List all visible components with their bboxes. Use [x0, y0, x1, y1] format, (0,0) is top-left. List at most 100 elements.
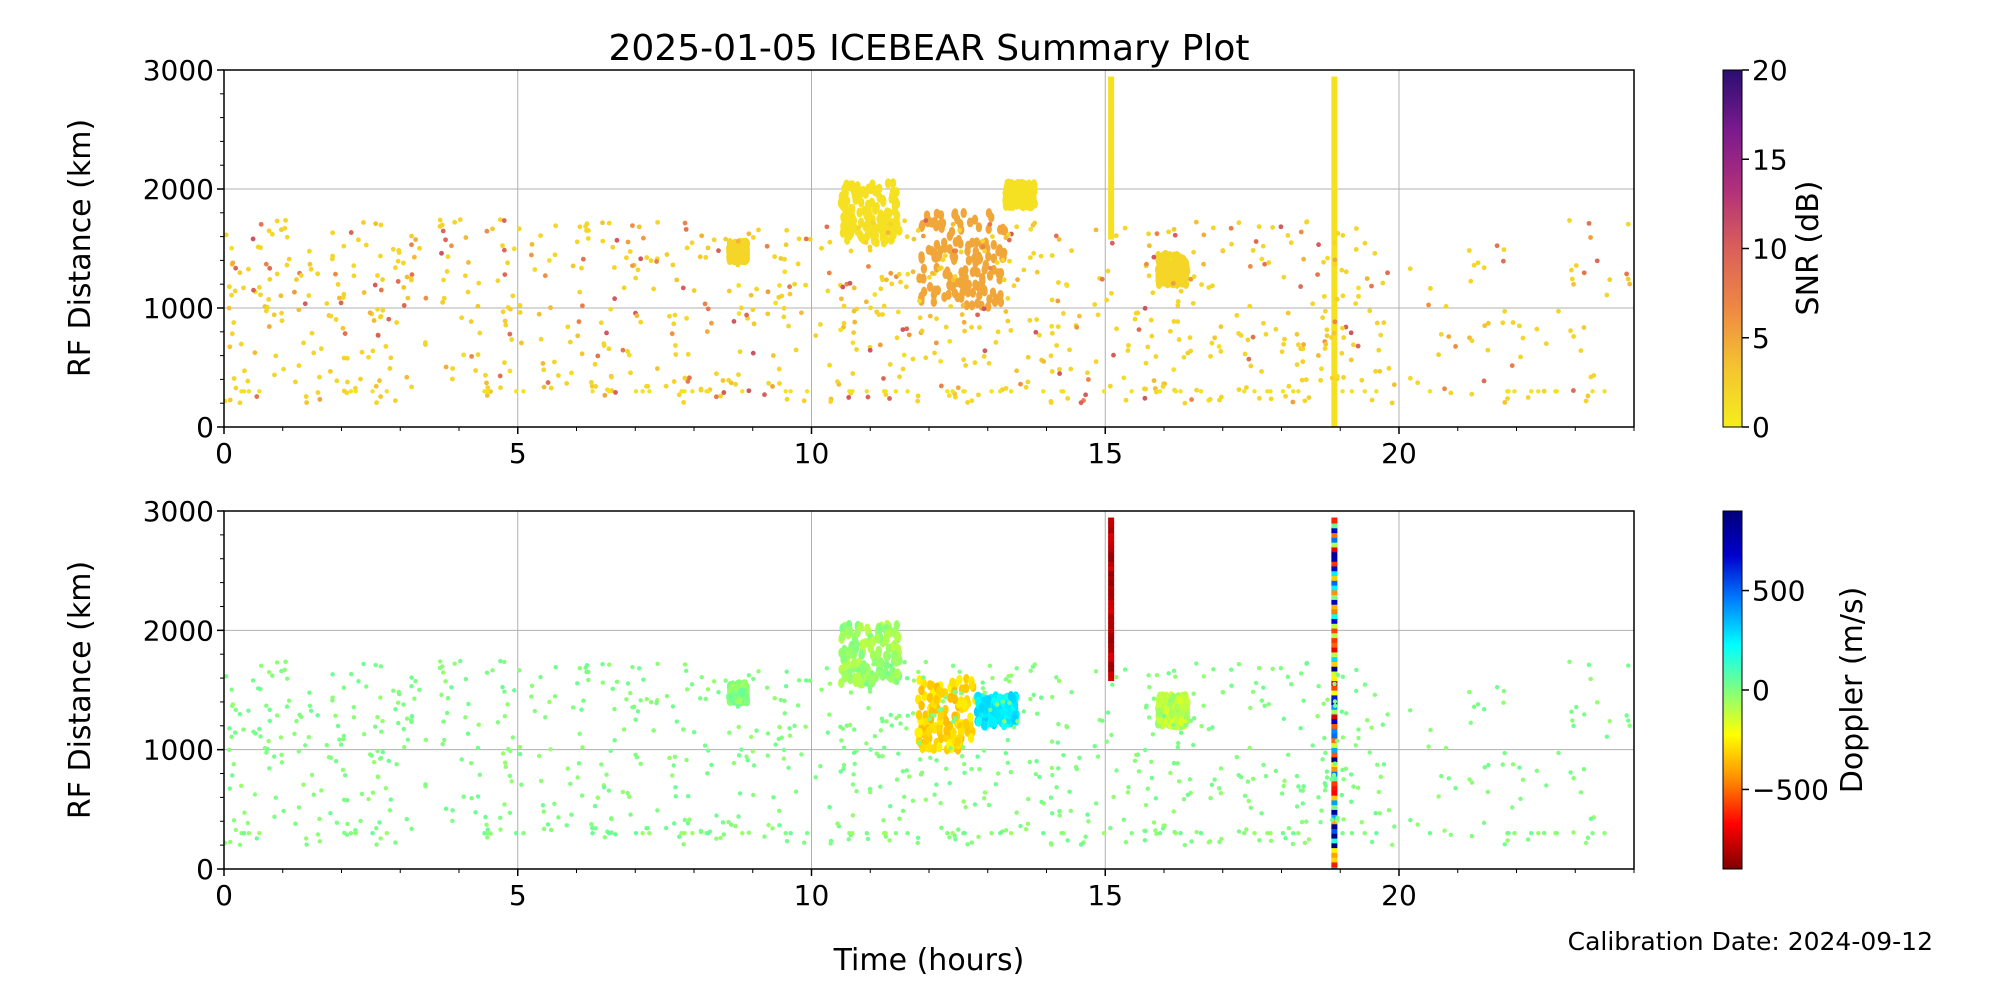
- bottom-scatter-point: [1627, 723, 1632, 728]
- bottom-band-point: [1331, 603, 1338, 610]
- top-scatter-point: [449, 376, 455, 382]
- top-scatter-point: [1300, 346, 1306, 352]
- top-cluster-point: [1025, 187, 1032, 198]
- top-scatter-point: [518, 340, 524, 346]
- top-scatter-point: [624, 255, 629, 261]
- bottom-scatter-point: [888, 804, 893, 809]
- bottom-scatter-point: [718, 835, 723, 841]
- top-scatter-point: [409, 233, 414, 239]
- top-cluster-point: [950, 255, 958, 266]
- top-scatter-point: [1299, 377, 1305, 383]
- top-scatter-point: [1329, 375, 1335, 381]
- top-gate-point: [1242, 389, 1247, 394]
- bottom-scatter-point: [279, 668, 284, 674]
- bottom-cluster-point: [988, 717, 995, 728]
- top-gate-point: [788, 389, 793, 394]
- top-scatter-point: [1443, 304, 1449, 309]
- top-scatter-point: [505, 260, 510, 266]
- bottom-scatter-point: [468, 761, 474, 766]
- top-scatter-point: [351, 273, 357, 279]
- top-scatter-point: [905, 271, 911, 277]
- bottom-scatter-point: [894, 716, 899, 721]
- bottom-band-point: [1331, 718, 1338, 725]
- top-band-point: [1331, 338, 1338, 345]
- bottom-scatter-point: [620, 789, 626, 795]
- top-scatter-point: [1485, 320, 1491, 326]
- top-scatter-point: [1123, 397, 1129, 403]
- bottom-scatter-point: [1171, 809, 1176, 814]
- top-scatter-point: [1037, 332, 1042, 338]
- top-band-point: [1331, 143, 1338, 150]
- bottom-scatter-point: [841, 745, 847, 750]
- top-scatter-point: [898, 279, 903, 285]
- top-scatter-point: [744, 312, 749, 318]
- bottom-scatter-point: [592, 803, 598, 809]
- top-scatter-point: [293, 379, 298, 385]
- bottom-cluster-point: [874, 633, 881, 644]
- bottom-gate-point: [1427, 831, 1433, 836]
- bottom-scatter-point: [476, 722, 481, 727]
- bottom-scatter-point: [538, 778, 544, 784]
- top-cluster-point: [940, 237, 948, 248]
- bottom-scatter-point: [231, 818, 237, 823]
- bottom-cluster-point: [927, 680, 934, 691]
- top-scatter-point: [950, 277, 956, 283]
- bottom-scatter-point: [771, 795, 776, 800]
- top-scatter-point: [1161, 271, 1167, 277]
- top-gate-point: [514, 389, 519, 394]
- top-band-point: [1331, 424, 1338, 427]
- top-scatter-point: [580, 256, 586, 262]
- bottom-scatter-point: [630, 705, 635, 710]
- top-scatter-point: [1339, 350, 1345, 356]
- top-scatter-point: [377, 253, 383, 259]
- top-scatter-point: [698, 386, 704, 392]
- bottom-scatter-point: [570, 705, 576, 710]
- top-scatter-point: [746, 231, 752, 237]
- bottom-band-point: [1331, 651, 1338, 658]
- top-band-point: [1331, 419, 1338, 426]
- bottom-cluster-point: [842, 671, 850, 682]
- top-scatter-point: [1378, 332, 1384, 338]
- top-scatter-point: [1049, 323, 1055, 329]
- top-scatter-point: [872, 292, 878, 297]
- bottom-scatter-point: [1218, 790, 1224, 796]
- bottom-scatter-point: [731, 760, 737, 766]
- top-cluster-point: [839, 227, 847, 238]
- bottom-scatter-point: [1298, 725, 1303, 731]
- top-cluster-point: [939, 218, 947, 229]
- snr-colorbar-tick-label: 20: [1752, 54, 1788, 87]
- bottom-cluster-point: [858, 649, 865, 660]
- top-scatter-point: [1154, 231, 1160, 237]
- top-gate-point: [1265, 389, 1270, 394]
- top-scatter-point: [1332, 257, 1338, 263]
- bottom-gate-point: [514, 831, 519, 836]
- top-scatter-point: [911, 236, 917, 242]
- bottom-scatter-point: [951, 719, 956, 724]
- top-scatter-point: [579, 351, 585, 357]
- top-cluster-point: [995, 246, 1002, 257]
- top-cluster-point: [992, 293, 1000, 304]
- top-scatter-point: [1290, 399, 1296, 405]
- bottom-scatter-point: [548, 747, 553, 752]
- bottom-scatter-point: [1500, 762, 1505, 767]
- top-scatter-point: [825, 288, 831, 294]
- top-scatter-point: [947, 338, 953, 344]
- bottom-scatter-point: [409, 713, 415, 719]
- bottom-scatter-point: [981, 748, 987, 753]
- bottom-band-point: [1108, 675, 1115, 682]
- top-band-point: [1108, 81, 1115, 88]
- bottom-scatter-point: [963, 805, 968, 810]
- top-scatter-point: [401, 303, 407, 308]
- top-ytick-label: 2000: [143, 173, 214, 206]
- bottom-scatter-point: [1482, 765, 1487, 770]
- top-scatter-point: [564, 381, 570, 386]
- bottom-scatter-point: [1008, 769, 1014, 775]
- bottom-band-point: [1108, 622, 1115, 629]
- top-scatter-point: [1502, 399, 1508, 405]
- bottom-scatter-point: [1093, 669, 1099, 674]
- top-scatter-point: [1011, 283, 1017, 289]
- bottom-scatter-point: [1534, 768, 1540, 774]
- bottom-scatter-point: [1300, 788, 1305, 793]
- top-scatter-point: [1415, 380, 1421, 386]
- top-scatter-point: [920, 233, 926, 239]
